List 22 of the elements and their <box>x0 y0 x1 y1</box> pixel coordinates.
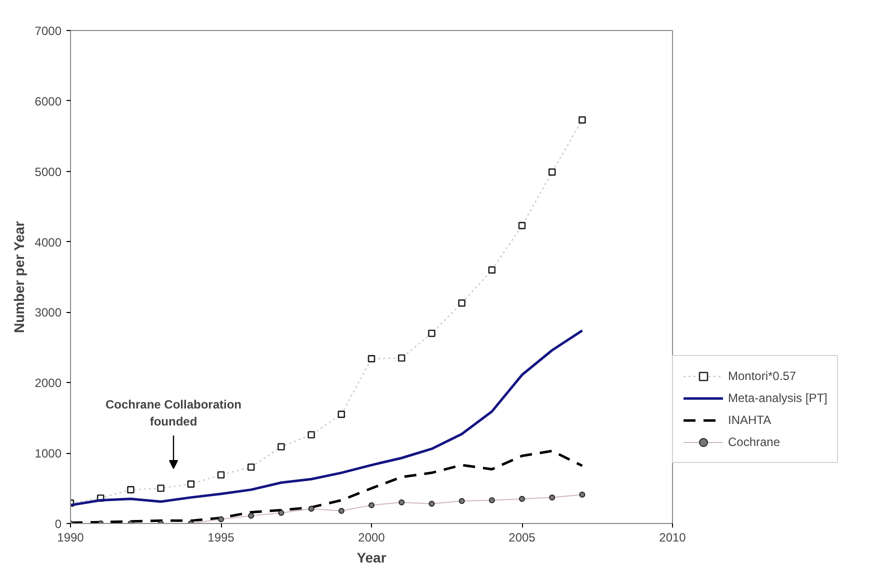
y-tick-label: 7000 <box>34 24 62 38</box>
x-tick-label: 2005 <box>508 530 536 544</box>
x-tick-label: 1990 <box>57 530 84 544</box>
legend-label: Montori*0.57 <box>728 369 796 383</box>
legend-label: Cochrane <box>728 435 780 449</box>
y-tick-label: 0 <box>54 517 62 531</box>
annotation: Cochrane Collaboration founded <box>105 398 242 428</box>
y-tick-label: 6000 <box>34 94 62 108</box>
line-series <box>70 450 584 524</box>
x-tick-label: 2000 <box>358 530 386 544</box>
line-series <box>70 329 584 506</box>
legend-label: INAHTA <box>728 413 772 427</box>
y-tick-label: 4000 <box>34 235 62 250</box>
y-tick-label: 3000 <box>34 306 62 320</box>
y-axis-title: Number per Year <box>10 220 27 334</box>
x-axis-title: Year <box>356 550 387 566</box>
y-tick-label: 2000 <box>34 376 62 390</box>
y-tick-label: 5000 <box>34 164 62 179</box>
legend-label: Meta-analysis [PT] <box>728 391 828 405</box>
x-tick-label: 1995 <box>208 530 235 544</box>
y-tick-label: 1000 <box>34 446 62 461</box>
x-tick-label: 2010 <box>659 530 686 544</box>
